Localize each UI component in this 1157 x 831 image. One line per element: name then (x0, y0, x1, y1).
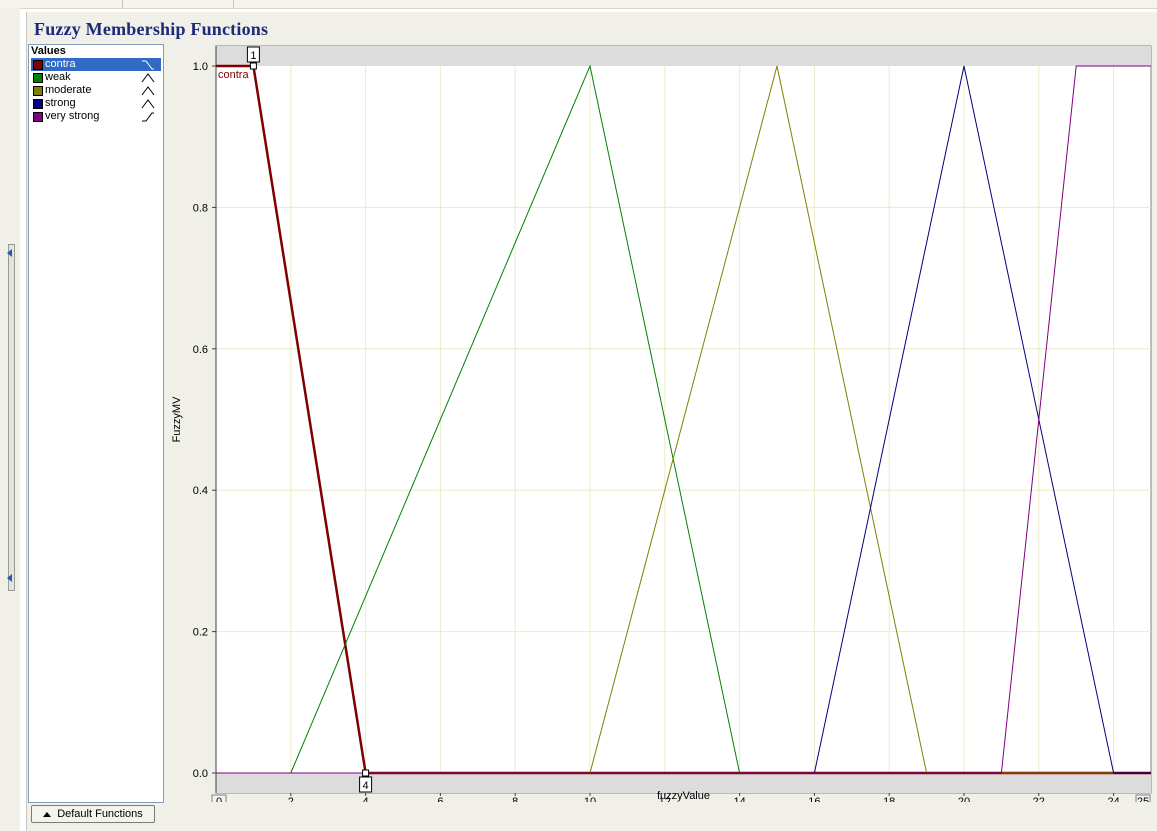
x-tick-label: 16 (808, 796, 820, 802)
top-band (216, 46, 1151, 66)
bottom-band (216, 773, 1151, 793)
y-axis-label: FuzzyMV (171, 396, 183, 443)
y-tick-label: 1.0 (193, 61, 208, 73)
y-tick-label: 0.2 (193, 627, 208, 639)
x-tick-label: 0 (216, 796, 222, 802)
x-tick-label: 4 (363, 796, 369, 802)
y-tick-label: 0.8 (193, 202, 208, 214)
value-item-very-strong[interactable]: very strong (31, 110, 161, 123)
handle-value-label: 1 (250, 50, 256, 62)
value-item-weak[interactable]: weak (31, 71, 161, 84)
collapse-left-arrow-icon[interactable] (7, 574, 12, 582)
color-swatch (33, 73, 43, 83)
value-item-label: weak (45, 71, 71, 83)
values-list: contra weak moderate strong very strong (29, 58, 163, 123)
value-item-strong[interactable]: strong (31, 97, 161, 110)
color-swatch (33, 60, 43, 70)
tab-edge (122, 0, 234, 8)
color-swatch (33, 112, 43, 122)
x-tick-label: 10 (584, 796, 596, 802)
top-strip (0, 0, 1157, 9)
x-tick-label: 8 (512, 796, 518, 802)
x-tick-label: 25 (1137, 796, 1149, 802)
handle-value-box[interactable] (359, 776, 373, 793)
value-item-contra[interactable]: contra (31, 58, 161, 71)
x-tick-label: 24 (1107, 796, 1119, 802)
handle-value-box[interactable] (246, 46, 260, 63)
x-end-handle-box[interactable] (1135, 794, 1151, 802)
selected-series-label: contra (218, 69, 249, 81)
triangle-shape-icon (141, 86, 155, 96)
color-swatch (33, 99, 43, 109)
x-tick-label: 22 (1033, 796, 1045, 802)
triangle-up-icon (43, 811, 52, 817)
handle-value-label: 4 (363, 780, 369, 792)
value-item-label: contra (45, 58, 76, 70)
triangle-shape-icon (141, 99, 155, 109)
x-axis-label: fuzzyValue (657, 790, 710, 802)
x-tick-label: 14 (733, 796, 745, 802)
default-functions-label: Default Functions (57, 808, 143, 820)
color-swatch (33, 86, 43, 96)
increasing-shape-icon (142, 112, 154, 122)
handle-point[interactable] (249, 62, 257, 70)
y-tick-label: 0.4 (193, 485, 208, 497)
series-line-very-strong[interactable] (216, 65, 1151, 774)
y-tick-label: 0.0 (193, 768, 208, 780)
value-item-label: moderate (45, 84, 92, 96)
left-splitter-rail (0, 8, 20, 831)
y-tick-label: 0.6 (193, 344, 208, 356)
x-tick-label: 18 (883, 796, 895, 802)
value-item-label: very strong (45, 110, 100, 122)
values-header: Values (31, 45, 66, 57)
membership-chart[interactable]: 0.00.20.40.60.81.00 2 4 6 8 10 12 14 16 18 20 22 24 2… (166, 44, 1156, 802)
default-functions-button[interactable]: Default Functions (31, 805, 155, 823)
x-tick-label: 20 (958, 796, 970, 802)
page-title: Fuzzy Membership Functions (34, 19, 269, 39)
splitter-handle[interactable] (8, 244, 15, 591)
collapse-left-arrow-icon[interactable] (7, 249, 12, 257)
x-end-handle-box[interactable] (211, 794, 227, 802)
decreasing-shape-icon (142, 60, 154, 70)
values-list-panel: Values contra weak moderate strong very stro… (28, 44, 164, 803)
value-item-moderate[interactable]: moderate (31, 84, 161, 97)
handle-point[interactable] (362, 769, 370, 777)
value-item-label: strong (45, 97, 76, 109)
x-tick-label: 12 (659, 796, 671, 802)
x-tick-label: 6 (437, 796, 443, 802)
x-tick-label: 2 (288, 796, 294, 802)
triangle-shape-icon (141, 73, 155, 83)
